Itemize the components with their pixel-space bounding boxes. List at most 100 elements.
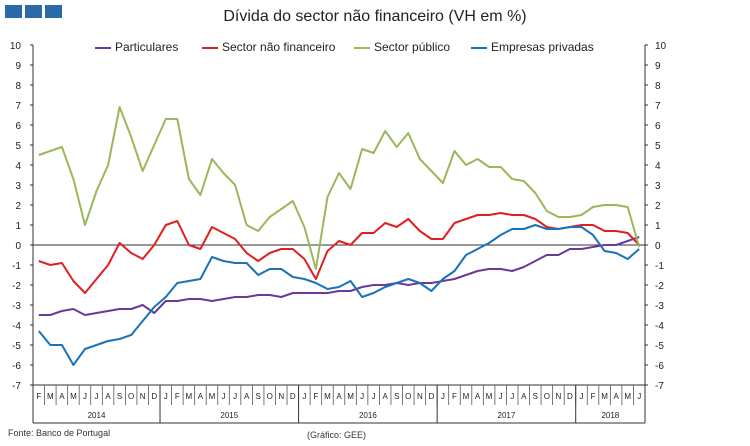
y-tick-label-left: -1 — [12, 261, 21, 272]
y-tick-label-left: 6 — [15, 121, 21, 132]
y-tick-label-right: 3 — [655, 181, 661, 192]
y-tick-label-right: -3 — [655, 301, 664, 312]
x-tick-label: A — [613, 392, 619, 401]
legend-swatch — [95, 46, 111, 49]
series-line-empresas-privadas — [38, 224, 640, 366]
x-tick-label: A — [59, 392, 65, 401]
y-tick-label-right: -5 — [655, 341, 664, 352]
y-tick-label-left: 2 — [15, 201, 21, 212]
y-tick-label-left: -5 — [12, 341, 21, 352]
y-tick-label-left: 3 — [15, 181, 21, 192]
year-label: 2016 — [359, 411, 377, 420]
legend-label: Empresas privadas — [491, 40, 594, 54]
x-tick-label: N — [278, 392, 284, 401]
series-group — [38, 106, 641, 366]
legend-item-sector-nao-financeiro: Sector não financeiro — [202, 40, 335, 54]
x-tick-label: M — [186, 392, 193, 401]
y-tick-label-right: 1 — [655, 221, 661, 232]
legend-label: Sector não financeiro — [222, 40, 336, 54]
y-tick-label-right: -2 — [655, 281, 664, 292]
y-tick-label-left: 4 — [15, 161, 21, 172]
x-tick-label: F — [313, 392, 318, 401]
y-tick-label-left: 7 — [15, 101, 21, 112]
year-label: 2018 — [601, 411, 619, 420]
x-tick-label: F — [175, 392, 180, 401]
x-tick-label: M — [601, 392, 608, 401]
y-tick-label-right: 0 — [655, 241, 661, 252]
x-tick-label: O — [128, 392, 134, 401]
series-line-sector-nao-financeiro — [38, 212, 640, 294]
y-tick-label-right: -4 — [655, 321, 664, 332]
y-tick-label-left: 5 — [15, 141, 21, 152]
y-tick-label-left: -2 — [12, 281, 21, 292]
source-note: Fonte: Banco de Portugal — [8, 428, 111, 438]
x-tick-label: F — [591, 392, 596, 401]
x-tick-label: J — [233, 392, 237, 401]
x-tick-label: F — [36, 392, 41, 401]
x-tick-label: A — [198, 392, 204, 401]
x-tick-label: J — [441, 392, 445, 401]
x-tick-label: D — [151, 392, 157, 401]
x-tick-label: S — [394, 392, 399, 401]
year-label: 2015 — [220, 411, 238, 420]
y-tick-label-right: -7 — [655, 381, 664, 392]
x-tick-label: J — [579, 392, 583, 401]
chart-title: Dívida do sector não financeiro (VH em %… — [223, 8, 527, 25]
x-tick-label: M — [47, 392, 54, 401]
x-tick-label: M — [347, 392, 354, 401]
x-tick-label: S — [117, 392, 122, 401]
y-tick-label-right: 9 — [655, 61, 661, 72]
y-tick-label-right: 6 — [655, 121, 661, 132]
x-tick-label: J — [222, 392, 226, 401]
x-tick-label: N — [140, 392, 146, 401]
legend-swatch — [354, 46, 370, 49]
logo-block — [45, 5, 62, 18]
x-tick-label: J — [164, 392, 168, 401]
x-tick-label: O — [405, 392, 411, 401]
x-tick-label: D — [428, 392, 434, 401]
x-tick-label: O — [267, 392, 273, 401]
x-tick-label: A — [475, 392, 481, 401]
x-tick-label: N — [417, 392, 423, 401]
x-tick-label: J — [637, 392, 641, 401]
y-tick-label-right: -1 — [655, 261, 664, 272]
y-tick-label-right: -6 — [655, 361, 664, 372]
x-tick-label: A — [244, 392, 250, 401]
x-tick-label: A — [336, 392, 342, 401]
y-tick-label-right: 5 — [655, 141, 661, 152]
x-tick-label: J — [372, 392, 376, 401]
series-line-sector-publico — [38, 106, 641, 270]
x-tick-label: F — [452, 392, 457, 401]
y-tick-label-left: 8 — [15, 81, 21, 92]
y-tick-label-left: -7 — [12, 381, 21, 392]
legend-label: Particulares — [115, 40, 179, 54]
x-tick-label: J — [302, 392, 306, 401]
legend-swatch — [202, 46, 218, 49]
y-tick-label-right: 7 — [655, 101, 661, 112]
legend-item-empresas-privadas: Empresas privadas — [471, 40, 594, 54]
x-tick-label: J — [95, 392, 99, 401]
x-tick-label: A — [383, 392, 389, 401]
year-label: 2017 — [498, 411, 516, 420]
y-tick-label-right: 8 — [655, 81, 661, 92]
x-tick-label: J — [83, 392, 87, 401]
y-tick-label-left: -6 — [12, 361, 21, 372]
logo-block — [5, 5, 22, 18]
series-line-particulares — [38, 236, 640, 316]
x-tick-label: J — [510, 392, 514, 401]
x-tick-label: M — [209, 392, 216, 401]
x-tick-label: M — [486, 392, 493, 401]
x-tick-label: N — [556, 392, 562, 401]
y-tick-label-left: -3 — [12, 301, 21, 312]
x-tick-label: M — [463, 392, 470, 401]
x-tick-label: D — [567, 392, 573, 401]
legend-swatch — [471, 46, 487, 49]
y-tick-label-left: 10 — [10, 41, 22, 52]
y-tick-label-left: 9 — [15, 61, 21, 72]
logo-block — [25, 5, 42, 18]
y-tick-label-left: -4 — [12, 321, 21, 332]
legend-item-particulares: Particulares — [95, 40, 178, 54]
legend: Particulares Sector não financeiro Secto… — [0, 40, 750, 56]
year-label: 2014 — [88, 411, 106, 420]
